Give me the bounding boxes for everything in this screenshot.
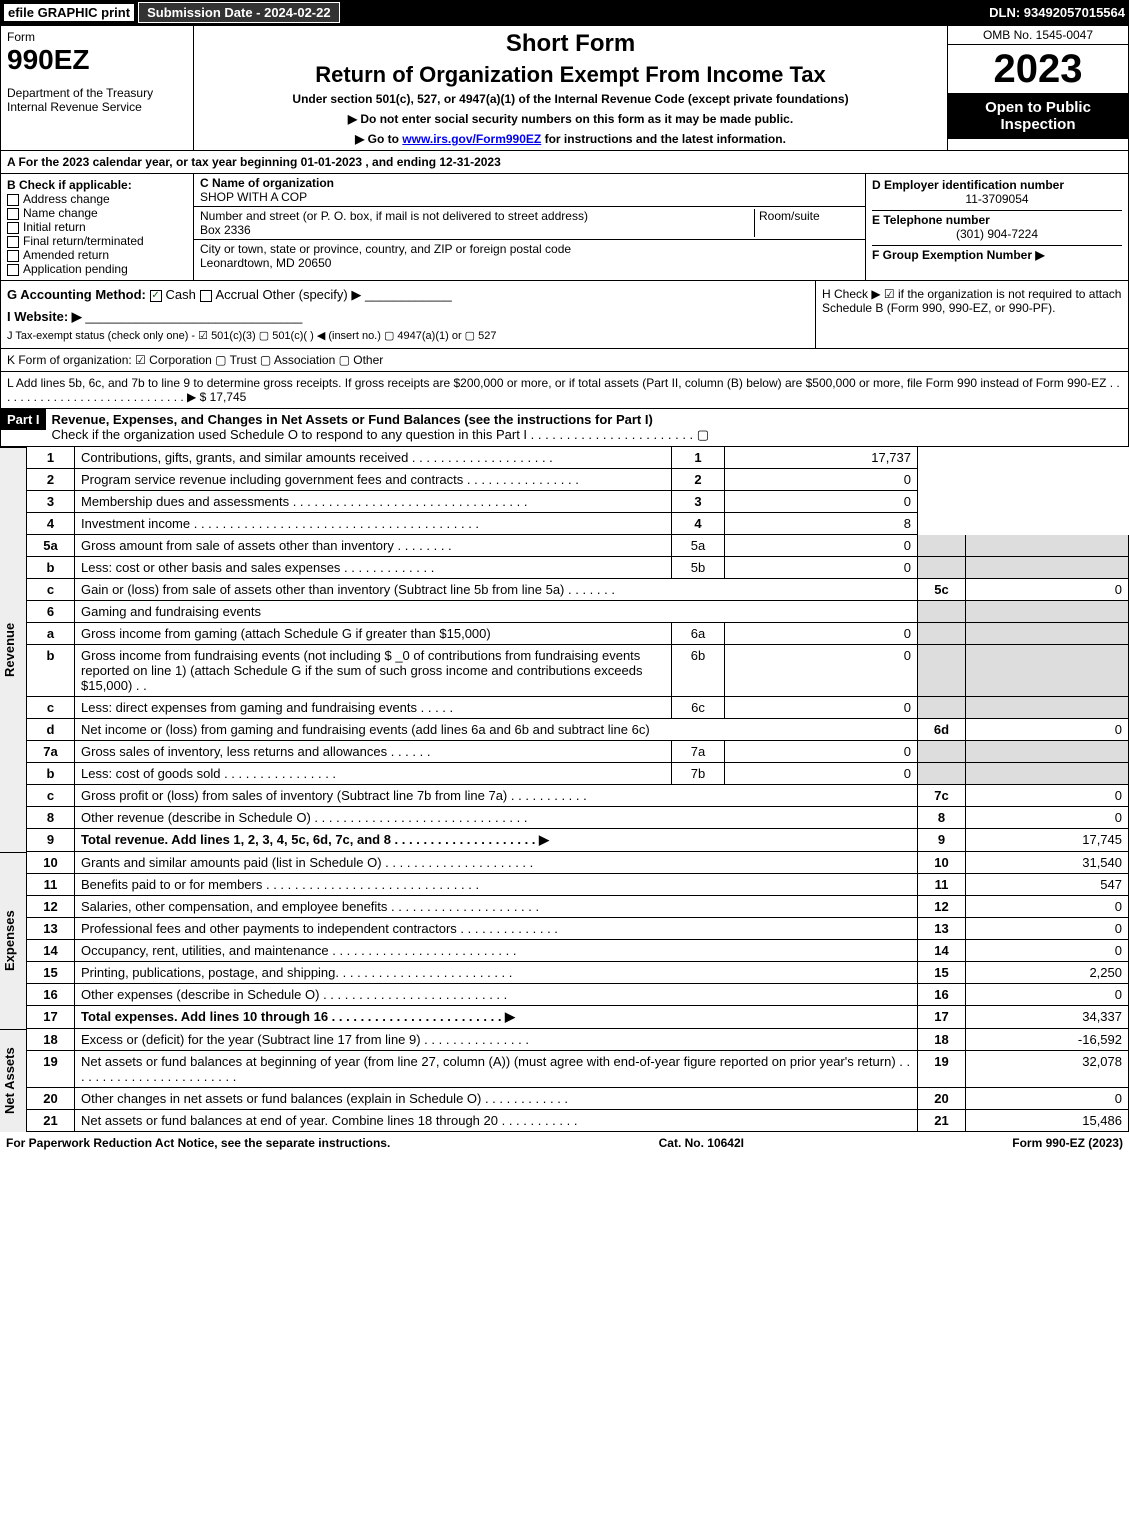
tax-year: 2023 [948, 45, 1128, 93]
form-number: 990EZ [7, 44, 187, 76]
row-14: 14Occupancy, rent, utilities, and mainte… [27, 940, 1129, 962]
net-assets-section: Net Assets 18Excess or (deficit) for the… [0, 1029, 1129, 1132]
section-a: A For the 2023 calendar year, or tax yea… [0, 151, 1129, 174]
row-20: 20Other changes in net assets or fund ba… [27, 1088, 1129, 1110]
row-6: 6Gaming and fundraising events [27, 601, 1129, 623]
revenue-label: Revenue [0, 447, 27, 852]
row-3: 3Membership dues and assessments . . . .… [27, 491, 1129, 513]
room-suite-label: Room/suite [754, 209, 859, 237]
row-21: 21Net assets or fund balances at end of … [27, 1110, 1129, 1132]
line-i: I Website: ▶ [7, 309, 82, 324]
org-address: Box 2336 [200, 223, 754, 237]
box-f-label: F Group Exemption Number ▶ [872, 245, 1122, 262]
row-6c: cLess: direct expenses from gaming and f… [27, 697, 1129, 719]
row-2: 2Program service revenue including gover… [27, 469, 1129, 491]
row-17: 17Total expenses. Add lines 10 through 1… [27, 1006, 1129, 1029]
row-19: 19Net assets or fund balances at beginni… [27, 1051, 1129, 1088]
org-name: SHOP WITH A COP [200, 190, 859, 204]
open-to-public: Open to Public Inspection [948, 93, 1128, 139]
short-form-title: Short Form [198, 30, 943, 58]
row-6b: bGross income from fundraising events (n… [27, 645, 1129, 697]
city-label: City or town, state or province, country… [200, 242, 859, 256]
box-d-label: D Employer identification number [872, 178, 1122, 192]
row-7b: bLess: cost of goods sold . . . . . . . … [27, 763, 1129, 785]
form-subtitle: Under section 501(c), 527, or 4947(a)(1)… [198, 92, 943, 106]
line-k: K Form of organization: ☑ Corporation ▢ … [0, 349, 1129, 372]
row-18: 18Excess or (deficit) for the year (Subt… [27, 1029, 1129, 1051]
form-label: Form [7, 30, 187, 44]
row-6a: aGross income from gaming (attach Schedu… [27, 623, 1129, 645]
line-g: G Accounting Method: Cash Accrual Other … [1, 281, 815, 348]
revenue-section: Revenue 1Contributions, gifts, grants, a… [0, 447, 1129, 852]
row-11: 11Benefits paid to or for members . . . … [27, 874, 1129, 896]
row-7a: 7aGross sales of inventory, less returns… [27, 741, 1129, 763]
row-8: 8Other revenue (describe in Schedule O) … [27, 807, 1129, 829]
row-5b: bLess: cost or other basis and sales exp… [27, 557, 1129, 579]
checkbox-address-change[interactable] [7, 194, 19, 206]
ein-value: 11-3709054 [872, 192, 1122, 206]
footer-center: Cat. No. 10642I [659, 1136, 744, 1150]
checkbox-amended-return[interactable] [7, 250, 19, 262]
expenses-label: Expenses [0, 852, 27, 1029]
box-c: C Name of organization SHOP WITH A COP N… [194, 174, 865, 280]
omb-number: OMB No. 1545-0047 [948, 26, 1128, 45]
part-1-label: Part I [1, 409, 46, 430]
checkbox-name-change[interactable] [7, 208, 19, 220]
ssn-warning: ▶ Do not enter social security numbers o… [198, 112, 943, 126]
row-5a: 5aGross amount from sale of assets other… [27, 535, 1129, 557]
row-9: 9Total revenue. Add lines 1, 2, 3, 4, 5c… [27, 829, 1129, 852]
form-title: Return of Organization Exempt From Incom… [198, 62, 943, 88]
footer-left: For Paperwork Reduction Act Notice, see … [6, 1136, 390, 1150]
checkbox-accrual[interactable] [200, 290, 212, 302]
org-city: Leonardtown, MD 20650 [200, 256, 859, 270]
row-5c: cGain or (loss) from sale of assets othe… [27, 579, 1129, 601]
net-assets-label: Net Assets [0, 1029, 27, 1132]
row-7c: cGross profit or (loss) from sales of in… [27, 785, 1129, 807]
part-1-header: Part I Revenue, Expenses, and Changes in… [0, 409, 1129, 447]
row-12: 12Salaries, other compensation, and empl… [27, 896, 1129, 918]
row-4: 4Investment income . . . . . . . . . . .… [27, 513, 1129, 535]
part-1-check: Check if the organization used Schedule … [52, 427, 710, 442]
form-header: Form 990EZ Department of the Treasury In… [0, 25, 1129, 151]
phone-value: (301) 904-7224 [872, 227, 1122, 241]
dept-treasury: Department of the Treasury [7, 86, 187, 100]
box-b-title: B Check if applicable: [7, 178, 187, 192]
addr-label: Number and street (or P. O. box, if mail… [200, 209, 754, 223]
checkbox-final-return[interactable] [7, 236, 19, 248]
box-def: D Employer identification number 11-3709… [865, 174, 1128, 280]
dln-number: DLN: 93492057015564 [989, 5, 1125, 20]
part-1-title: Revenue, Expenses, and Changes in Net As… [52, 412, 653, 427]
page-footer: For Paperwork Reduction Act Notice, see … [0, 1132, 1129, 1154]
goto-instruction: ▶ Go to www.irs.gov/Form990EZ for instru… [198, 132, 943, 146]
row-16: 16Other expenses (describe in Schedule O… [27, 984, 1129, 1006]
org-info-block: B Check if applicable: Address change Na… [0, 174, 1129, 281]
top-bar: efile GRAPHIC print Submission Date - 20… [0, 0, 1129, 25]
footer-right: Form 990-EZ (2023) [1012, 1136, 1123, 1150]
row-1: 1Contributions, gifts, grants, and simil… [27, 447, 1129, 469]
expenses-section: Expenses 10Grants and similar amounts pa… [0, 852, 1129, 1029]
line-j: J Tax-exempt status (check only one) - ☑… [7, 329, 809, 342]
irs-label: Internal Revenue Service [7, 100, 187, 114]
box-c-label: C Name of organization [200, 176, 859, 190]
row-6d: dNet income or (loss) from gaming and fu… [27, 719, 1129, 741]
checkbox-cash[interactable] [150, 290, 162, 302]
line-l: L Add lines 5b, 6c, and 7b to line 9 to … [0, 372, 1129, 409]
line-h: H Check ▶ ☑ if the organization is not r… [815, 281, 1128, 348]
checkbox-application-pending[interactable] [7, 264, 19, 276]
line-g-h: G Accounting Method: Cash Accrual Other … [0, 281, 1129, 349]
submission-date: Submission Date - 2024-02-22 [138, 2, 340, 23]
checkbox-initial-return[interactable] [7, 222, 19, 234]
row-10: 10Grants and similar amounts paid (list … [27, 852, 1129, 874]
box-e-label: E Telephone number [872, 210, 1122, 227]
row-15: 15Printing, publications, postage, and s… [27, 962, 1129, 984]
box-b: B Check if applicable: Address change Na… [1, 174, 194, 280]
irs-link[interactable]: www.irs.gov/Form990EZ [402, 132, 541, 146]
row-13: 13Professional fees and other payments t… [27, 918, 1129, 940]
efile-label: efile GRAPHIC print [4, 4, 134, 21]
